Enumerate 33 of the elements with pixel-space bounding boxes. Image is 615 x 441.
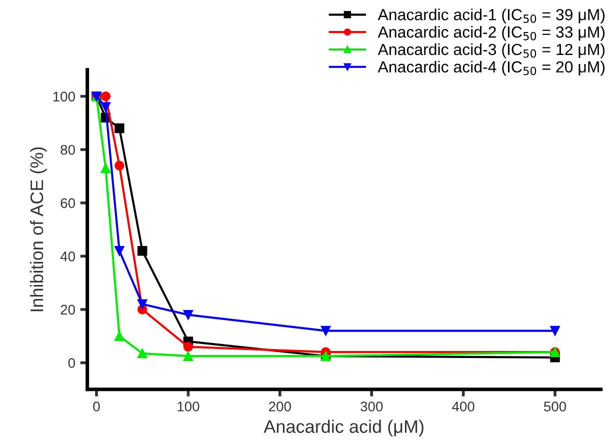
x-tick-label: 400 xyxy=(452,402,474,412)
legend-label: Anacardic acid-1 (IC$_{50}$ = 39 μM) xyxy=(378,8,605,24)
point xyxy=(320,326,331,336)
y-tick-label: 20 xyxy=(60,304,75,315)
point xyxy=(183,310,194,320)
point xyxy=(550,326,560,336)
point xyxy=(100,91,111,102)
legend-label: Anacardic acid-4 (IC$_{50}$ = 20 μM) xyxy=(378,60,605,76)
point xyxy=(137,299,148,310)
x-tick-label: 500 xyxy=(544,402,566,412)
y-tick-label: 60 xyxy=(60,198,75,208)
point xyxy=(183,342,194,352)
point xyxy=(114,123,124,134)
point xyxy=(183,351,194,361)
x-tick-label: 200 xyxy=(269,402,291,412)
point xyxy=(100,163,111,174)
point xyxy=(114,246,124,256)
point xyxy=(100,102,111,112)
y-tick-label: 80 xyxy=(60,144,75,155)
y-tick-label: 100 xyxy=(53,92,75,102)
point xyxy=(114,331,124,341)
x-tick-label: 300 xyxy=(360,402,383,412)
y-tick-label: 40 xyxy=(60,252,75,262)
x-axis-title: Anacardic acid (μM) xyxy=(264,420,424,437)
y-axis-title: Inhibition of ACE (%) xyxy=(30,147,47,312)
y-tick-label: 0 xyxy=(68,358,75,368)
x-tick-label: 0 xyxy=(93,402,100,412)
point xyxy=(137,348,148,358)
legend-label: Anacardic acid-2 (IC$_{50}$ = 33 μM) xyxy=(378,26,605,41)
x-tick-label: 100 xyxy=(178,402,200,412)
legend-label: Anacardic acid-3 (IC$_{50}$ = 12 μM) xyxy=(378,43,605,58)
point xyxy=(114,160,124,170)
point xyxy=(137,246,148,256)
